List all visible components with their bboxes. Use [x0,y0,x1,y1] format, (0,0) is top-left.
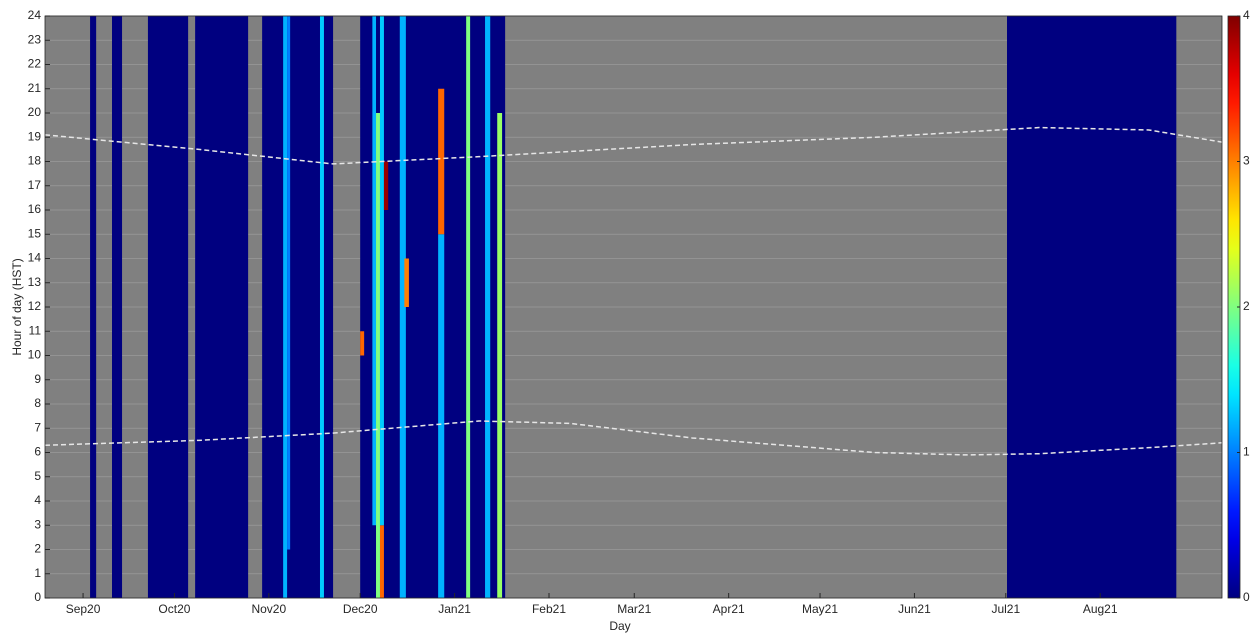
x-tick-label: May21 [802,602,838,616]
heatmap-cell [90,16,97,598]
y-tick-label: 12 [28,299,42,313]
y-tick-label: 5 [34,469,41,483]
heatmap-cell [399,16,406,598]
heatmap-cell [497,113,503,598]
y-tick-label: 1 [34,566,41,580]
y-tick-label: 7 [34,420,41,434]
x-tick-label: Oct20 [158,602,190,616]
heatmap-cell [111,16,123,598]
y-tick-label: 19 [28,129,42,143]
x-tick-label: Feb21 [532,602,566,616]
y-tick-label: 24 [28,8,42,22]
y-tick-label: 14 [28,251,42,265]
y-tick-label: 21 [28,81,42,95]
y-axis-label: Hour of day (HST) [10,258,24,355]
x-tick-label: Sep20 [66,602,101,616]
y-tick-label: 9 [34,372,41,386]
heatmap-cell [379,16,384,526]
heatmap-cell [1007,16,1177,598]
y-tick-label: 17 [28,178,42,192]
heatmap-cell [319,16,324,598]
x-tick-label: Nov20 [251,602,286,616]
heatmap-cell [195,16,249,598]
x-tick-label: Jan21 [438,602,471,616]
heatmap-cell [283,16,288,598]
y-tick-label: 3 [34,517,41,531]
y-tick-label: 10 [28,348,42,362]
heatmap-cell [376,113,380,598]
x-tick-label: Jun21 [898,602,931,616]
heatmap-cell [438,88,445,235]
heatmap-cell [360,16,506,598]
x-tick-label: Aug21 [1083,602,1118,616]
colorbar-tick-label: 3 [1243,154,1250,168]
heatmap-cell [379,525,384,598]
colorbar-tick-label: 4 [1243,8,1250,22]
y-tick-label: 6 [34,445,41,459]
y-tick-label: 2 [34,542,41,556]
heatmap-cell [383,161,389,210]
heatmap-cell [372,16,377,526]
y-tick-label: 8 [34,396,41,410]
heatmap-cell [287,16,291,550]
y-tick-label: 15 [28,226,42,240]
y-tick-label: 23 [28,32,42,46]
x-axis-label: Day [609,619,630,633]
x-tick-label: Jul21 [991,602,1020,616]
heatmap-cell [147,16,189,598]
x-tick-label: Mar21 [617,602,651,616]
y-tick-label: 18 [28,154,42,168]
x-tick-label: Dec20 [343,602,378,616]
colorbar-tick-label: 0 [1243,590,1250,604]
y-tick-label: 0 [34,590,41,604]
colorbar-tick-label: 1 [1243,445,1250,459]
y-tick-label: 16 [28,202,42,216]
heatmap-cell [466,16,471,598]
colorbar-tick-label: 2 [1243,299,1250,313]
x-tick-label: Apr21 [713,602,745,616]
y-tick-label: 4 [34,493,41,507]
y-tick-label: 20 [28,105,42,119]
y-tick-label: 13 [28,275,42,289]
boundary-line [44,420,1223,456]
y-tick-label: 22 [28,57,42,71]
y-tick-label: 11 [29,323,42,337]
heatmap-cell [438,234,445,598]
heatmap-cell [404,258,409,307]
heatmap-cell [485,16,491,598]
heatmap-cell [360,331,365,356]
boundary-line [44,126,1223,165]
